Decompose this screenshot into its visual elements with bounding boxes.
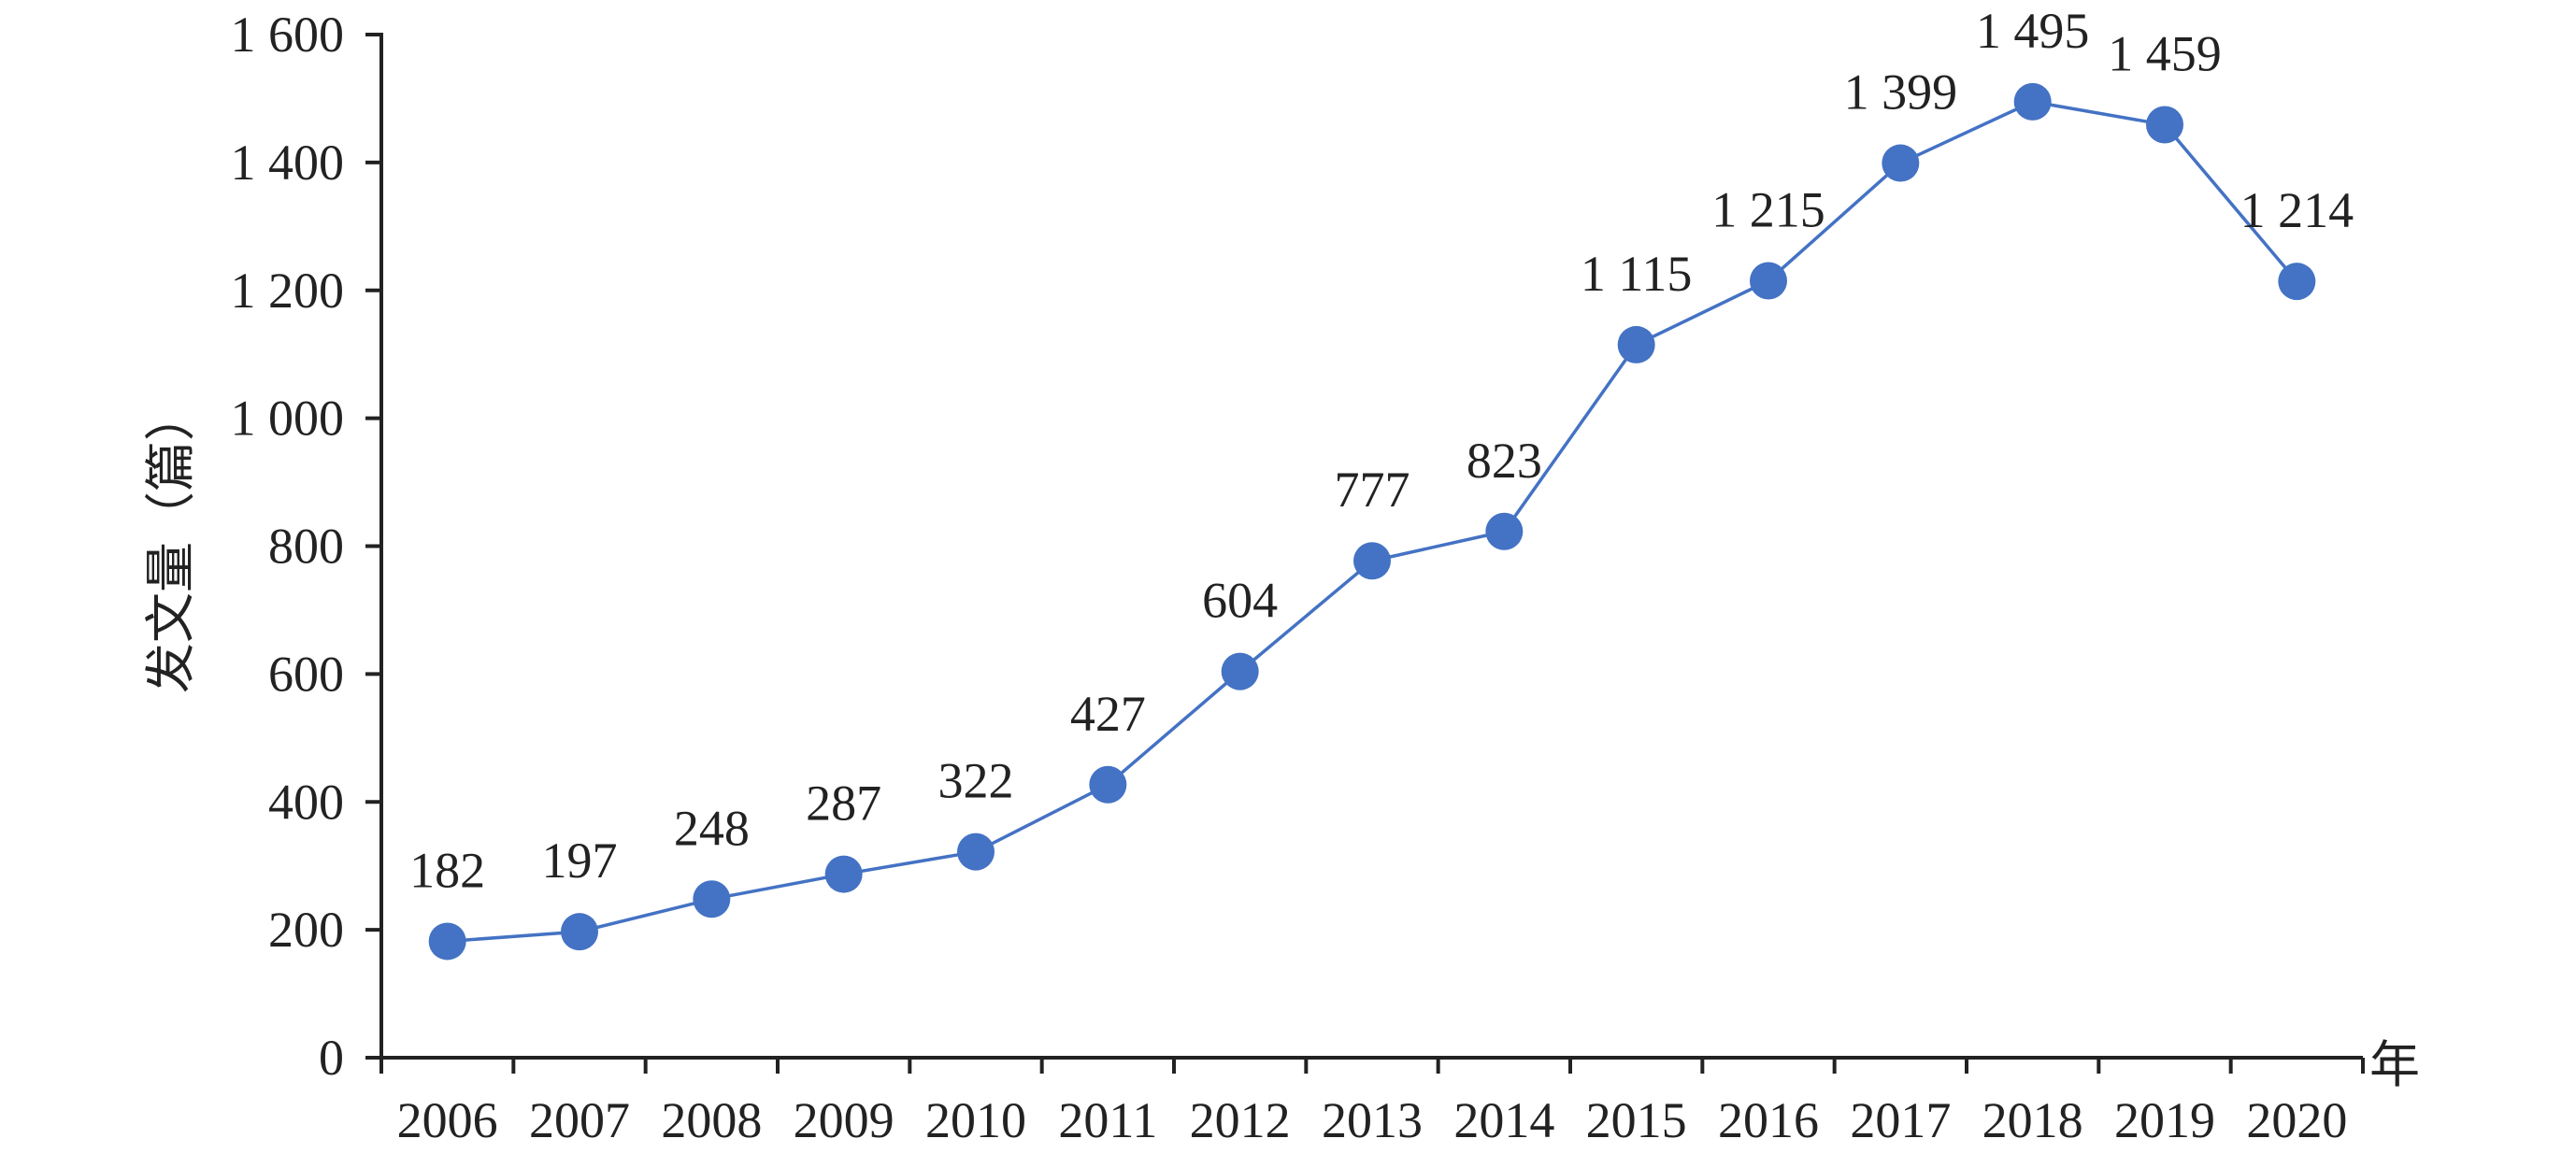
x-tick-label: 2007 (529, 1092, 630, 1148)
x-tick-label: 2011 (1058, 1092, 1157, 1148)
y-tick-label: 1 200 (231, 263, 345, 319)
data-label: 182 (409, 842, 485, 898)
data-label: 322 (938, 753, 1014, 809)
data-label: 1 214 (2240, 182, 2354, 238)
data-point (561, 913, 598, 951)
data-point (1353, 542, 1391, 580)
x-tick-label: 2019 (2114, 1092, 2215, 1148)
x-tick-label: 2014 (1453, 1092, 1554, 1148)
x-axis-ticks: 2006 2007 2008 2009 2010 2011 2012 2013 2014 2015… (379, 1058, 2365, 1148)
y-axis-ticks: 0 200 400 600 800 1 000 1 200 1 400 1 600 (231, 7, 381, 1086)
data-point (428, 922, 466, 961)
data-point (2278, 263, 2316, 301)
x-tick-label: 2012 (1190, 1092, 1291, 1148)
data-label: 777 (1335, 462, 1410, 518)
data-label: 1 399 (1844, 64, 1958, 121)
data-label: 1 115 (1581, 246, 1693, 302)
x-tick-label: 2018 (1982, 1092, 2083, 1148)
data-label: 604 (1202, 573, 1278, 629)
y-tick-label: 200 (268, 902, 344, 958)
data-label: 1 459 (2108, 25, 2222, 81)
x-tick-label: 2009 (794, 1092, 894, 1148)
data-point (824, 855, 863, 893)
data-label: 287 (806, 776, 881, 832)
data-point (957, 833, 995, 871)
data-point (693, 880, 731, 918)
data-label: 823 (1467, 433, 1542, 489)
data-label: 1 215 (1711, 181, 1825, 237)
data-point (1882, 144, 1920, 182)
y-tick-label: 400 (268, 774, 344, 830)
data-point (1221, 652, 1259, 690)
y-tick-label: 800 (268, 519, 344, 575)
y-tick-label: 1 400 (231, 135, 345, 191)
x-tick-label: 2020 (2246, 1092, 2347, 1148)
x-tick-label: 2010 (925, 1092, 1026, 1148)
y-tick-label: 0 (319, 1030, 344, 1086)
data-labels: 182 197 248 287 322 427 604 777 823 1 115 1 215 1 3… (409, 3, 2354, 899)
y-axis-label-group: 发文量（篇） (143, 391, 199, 693)
x-tick-label: 2017 (1850, 1092, 1951, 1148)
data-label: 248 (674, 800, 750, 856)
x-axis-label: 年 (2369, 1037, 2420, 1093)
data-point (2146, 106, 2183, 144)
data-point (1750, 262, 1787, 300)
x-tick-label: 2015 (1586, 1092, 1687, 1148)
data-point (1485, 512, 1524, 550)
data-points (428, 82, 2316, 961)
y-axis-label: 发文量（篇） (143, 391, 199, 693)
x-tick-label: 2016 (1718, 1092, 1819, 1148)
data-point (1089, 765, 1127, 804)
y-tick-label: 600 (268, 646, 344, 702)
y-tick-label: 1 000 (231, 391, 345, 447)
y-tick-label: 1 600 (231, 7, 345, 63)
data-label: 427 (1070, 686, 1146, 742)
data-point (1617, 325, 1655, 363)
x-tick-label: 2006 (397, 1092, 498, 1148)
data-label: 1 495 (1976, 3, 2090, 59)
data-point (2013, 82, 2052, 121)
data-label: 197 (542, 833, 618, 889)
x-tick-label: 2008 (661, 1092, 762, 1148)
x-tick-label: 2013 (1322, 1092, 1423, 1148)
